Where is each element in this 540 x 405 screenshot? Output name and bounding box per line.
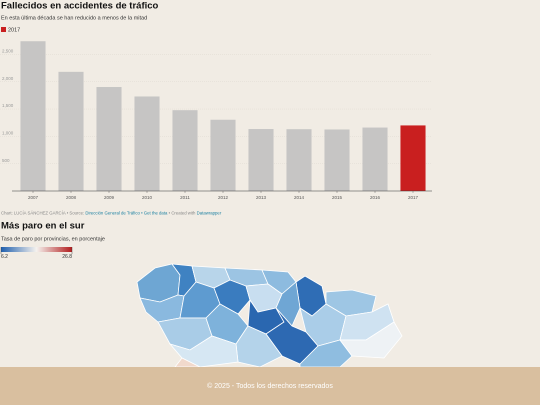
y-tick-label: 500 xyxy=(2,158,10,163)
x-tick-label: 2016 xyxy=(370,195,381,200)
credit: Chart: LUCÍA SÁNCHEZ GARCÍA • Source: Di… xyxy=(1,211,222,216)
credit-source[interactable]: Dirección General de Tráfico xyxy=(85,211,140,216)
province xyxy=(174,357,201,367)
bar xyxy=(172,110,198,191)
bar xyxy=(20,41,46,191)
footer: © 2025 - Todos los derechos reservados xyxy=(0,367,540,405)
y-tick-label: 2,000 xyxy=(2,76,14,81)
province xyxy=(136,263,181,303)
credit-get-data[interactable]: • Get the data xyxy=(141,211,168,216)
bar xyxy=(324,129,350,191)
credit-created: • Created with xyxy=(169,211,196,216)
x-tick-label: 2013 xyxy=(256,195,267,200)
color-scale: 6.2 26.8 xyxy=(0,247,72,260)
x-tick-label: 2014 xyxy=(294,195,305,200)
bar-chart: 2017 500 1,000 1,500 2,000 2,500 2007 2008 2009 2… xyxy=(0,27,432,200)
x-tick-label: 2011 xyxy=(180,195,190,200)
map-subtitle: Tasa de paro por provincias, en porcenta… xyxy=(1,236,105,242)
chart: Fallecidos en accidentes de tráfico En e… xyxy=(0,1,432,367)
map-title: Más paro en el sur xyxy=(1,221,85,232)
legend-swatch xyxy=(1,27,6,32)
bar xyxy=(58,71,84,191)
y-tick-label: 1,000 xyxy=(2,131,14,136)
credit-tool[interactable]: Datawrapper xyxy=(197,211,222,216)
footer-text: © 2025 - Todos los derechos reservados xyxy=(207,382,333,390)
scale-label: 26.8 xyxy=(62,254,72,260)
scale-label: 6.2 xyxy=(1,254,8,260)
x-tick-label: 2017 xyxy=(408,195,419,200)
bar xyxy=(210,119,236,191)
x-tick-label: 2008 xyxy=(66,195,77,200)
scale-bar xyxy=(1,247,72,252)
x-tick-label: 2009 xyxy=(104,195,115,200)
province xyxy=(275,281,301,327)
credit-author: Chart: LUCÍA SÁNCHEZ GARCÍA xyxy=(1,211,66,216)
chart-title: Fallecidos en accidentes de tráfico xyxy=(1,1,159,12)
bar xyxy=(248,129,274,191)
x-tick-label: 2010 xyxy=(142,195,153,200)
bar xyxy=(286,129,312,191)
province xyxy=(339,321,403,359)
bar xyxy=(362,127,388,191)
y-tick-label: 2,500 xyxy=(2,49,14,54)
map xyxy=(136,263,403,367)
x-tick-label: 2007 xyxy=(28,195,39,200)
bar xyxy=(96,87,122,191)
chart-subtitle: En esta última década se han reducido a … xyxy=(1,15,147,21)
y-tick-label: 1,500 xyxy=(2,103,14,108)
legend-label: 2017 xyxy=(8,27,20,33)
bar xyxy=(134,96,160,191)
x-tick-label: 2015 xyxy=(332,195,343,200)
credit-source-label: • Source: xyxy=(67,211,85,216)
x-tick-label: 2012 xyxy=(218,195,229,200)
bar xyxy=(400,125,426,191)
